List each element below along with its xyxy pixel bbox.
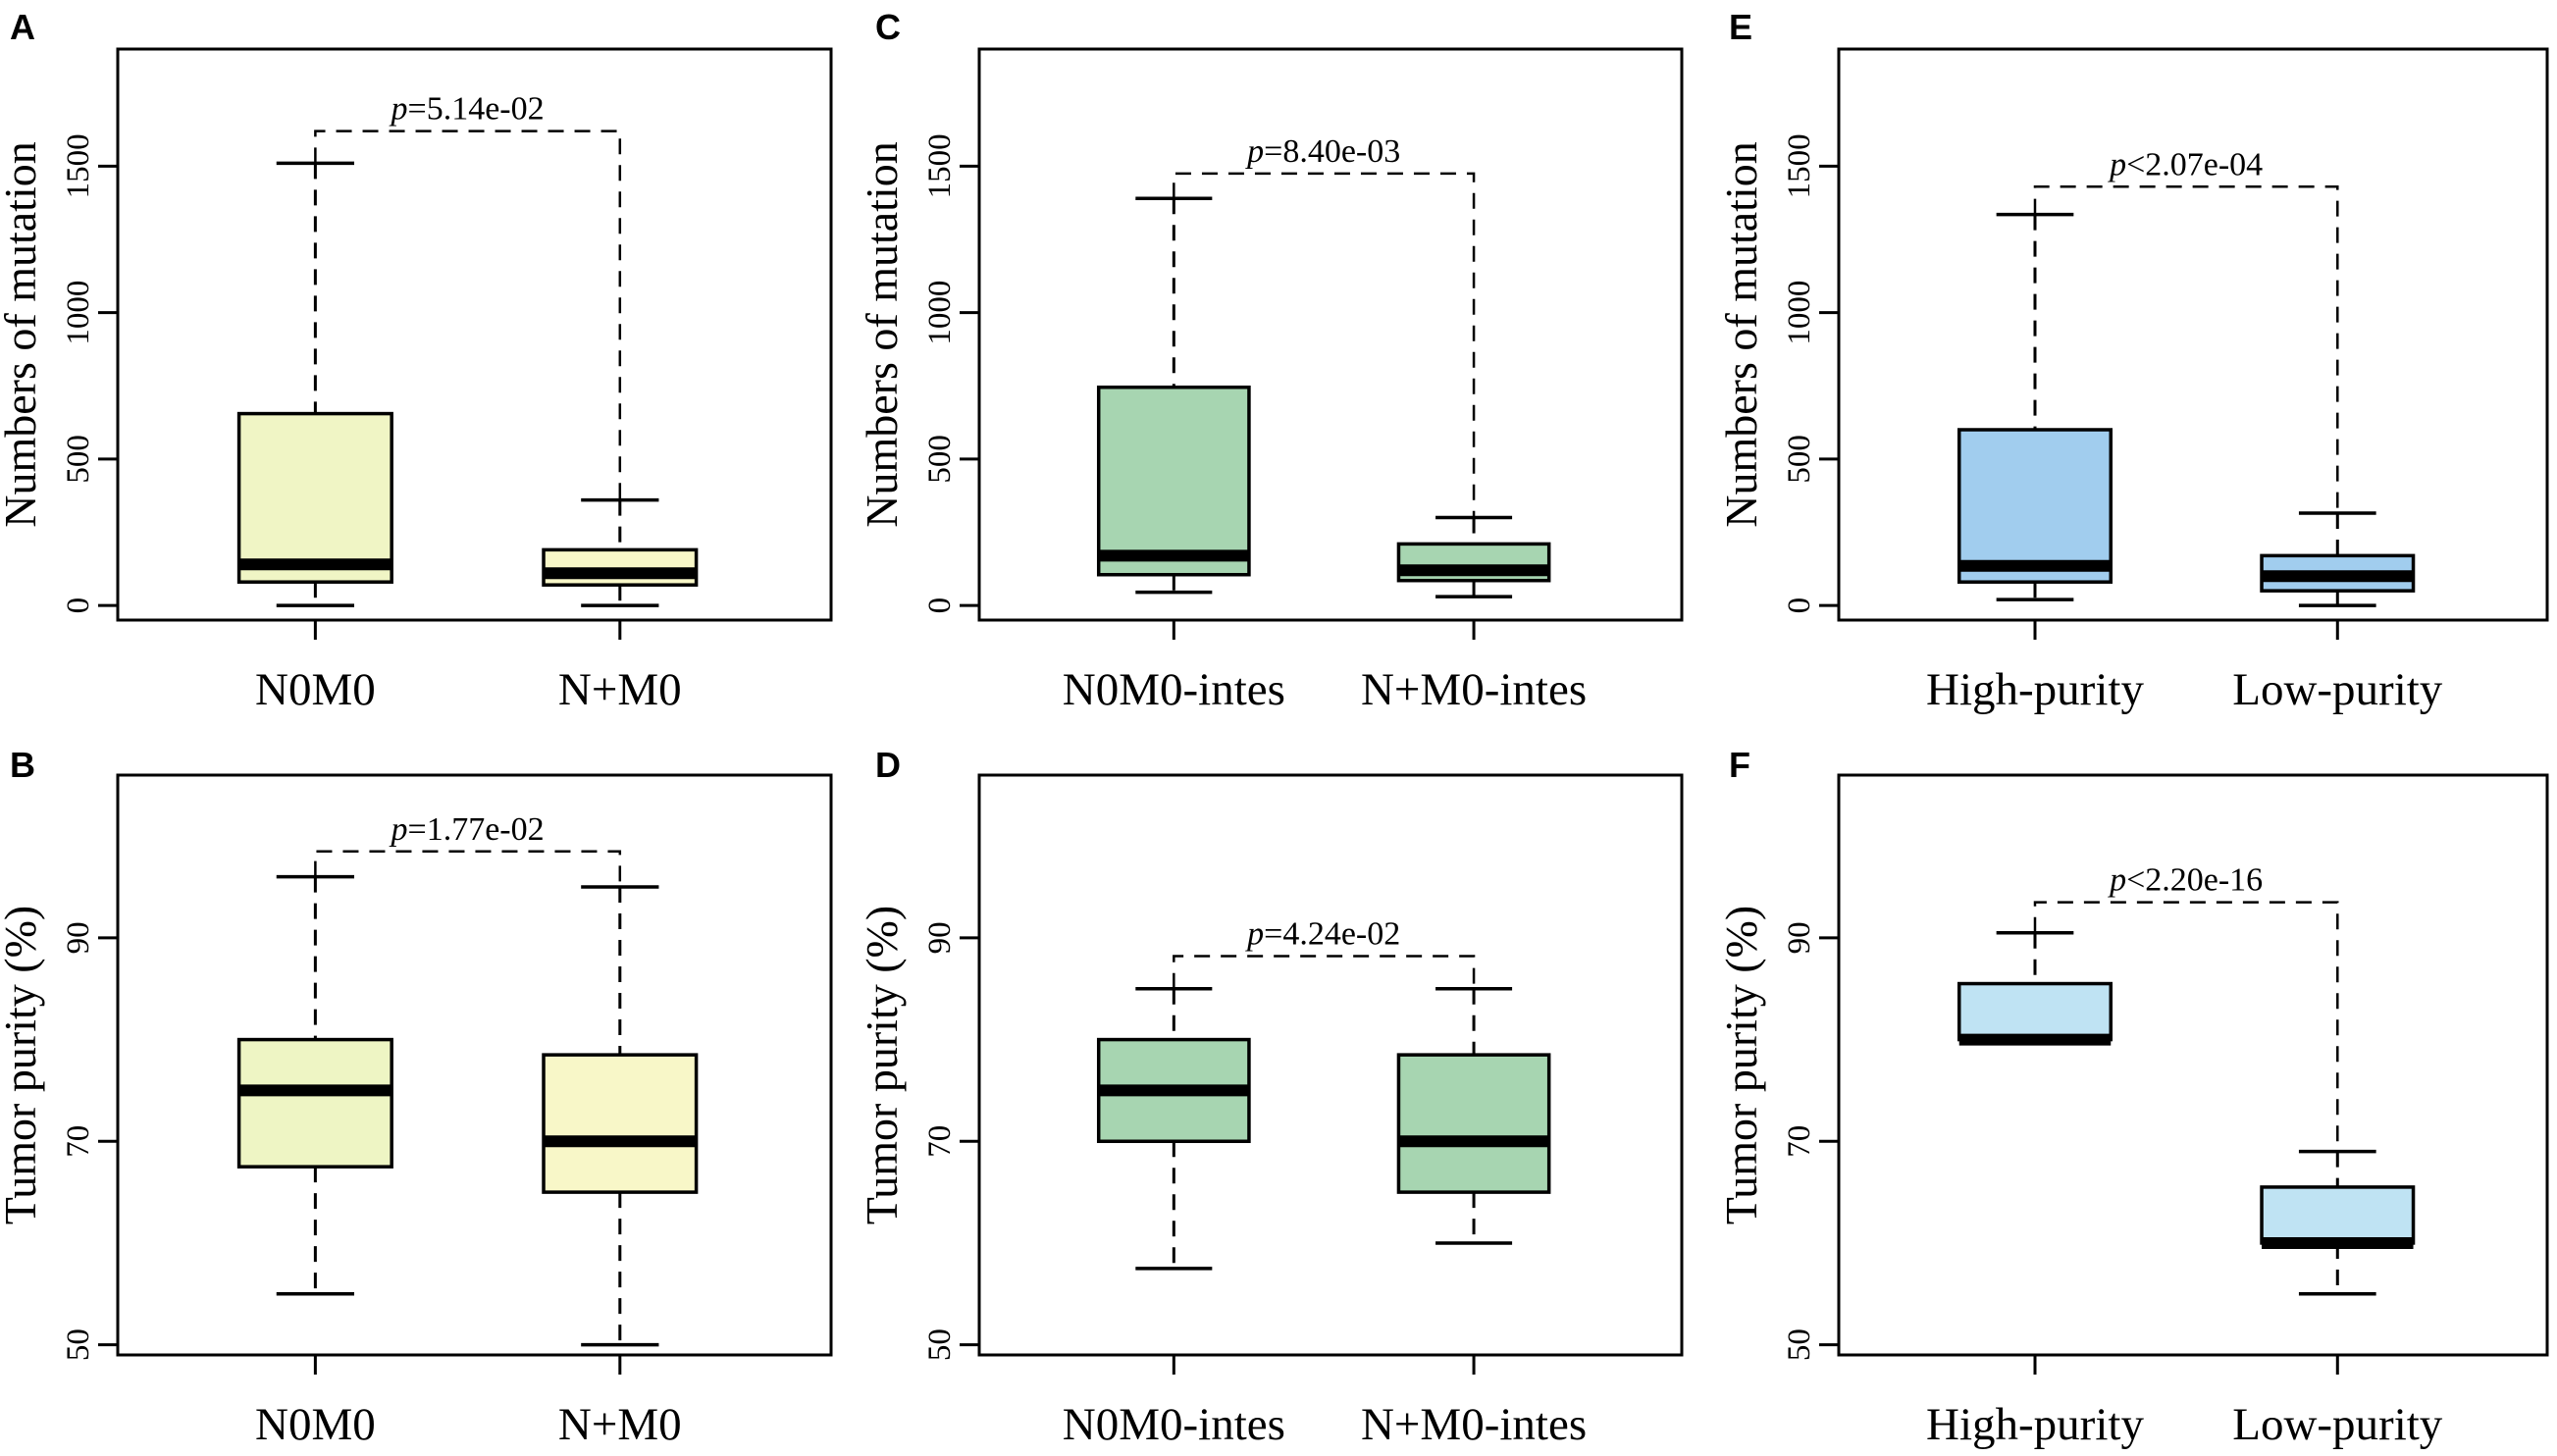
panel-letter: A — [10, 7, 35, 47]
x-category-label: N+M0-intes — [1361, 1399, 1587, 1450]
panel-letter: F — [1729, 745, 1750, 785]
plot-frame — [116, 773, 833, 1357]
box-n-m0 — [542, 885, 699, 1347]
y-axis-title: Tumor purity (%) — [857, 906, 907, 1224]
significance-bracket — [2033, 185, 2339, 514]
y-tick-label: 500 — [61, 435, 96, 484]
x-category-label: N+M0 — [558, 1399, 682, 1450]
y-tick-label: 50 — [61, 1328, 96, 1361]
x-category-label: Low-purity — [2232, 664, 2443, 715]
box-n-m0-intes — [1396, 515, 1551, 598]
iqr-box — [236, 411, 393, 584]
significance-bracket — [314, 850, 622, 888]
y-tick-label: 70 — [922, 1125, 958, 1158]
y-tick-label: 90 — [922, 921, 958, 954]
y-tick-label: 1000 — [1782, 281, 1817, 345]
plot-frame — [977, 773, 1684, 1357]
box-low-purity — [2260, 511, 2416, 607]
x-category-label: High-purity — [1926, 664, 2144, 715]
y-axis-title: Tumor purity (%) — [1716, 906, 1766, 1224]
y-axis-title: Tumor purity (%) — [0, 906, 45, 1224]
y-tick-label: 90 — [1782, 921, 1817, 954]
y-tick-label: 0 — [922, 598, 958, 614]
iqr-box — [1957, 428, 2113, 584]
box-n-m0-intes — [1396, 986, 1551, 1245]
iqr-box — [1096, 385, 1251, 577]
p-value-label: p=1.77e-02 — [390, 811, 545, 848]
y-tick-label: 0 — [61, 598, 96, 614]
p-value-label: p<2.07e-04 — [2108, 146, 2263, 182]
p-value-label: p=8.40e-03 — [1245, 133, 1400, 170]
iqr-box — [2260, 1185, 2416, 1245]
y-tick-label: 1500 — [922, 133, 958, 198]
y-tick-label: 500 — [922, 435, 958, 484]
plot-frame — [116, 47, 833, 622]
plot-frame — [1837, 773, 2549, 1357]
y-tick-label: 1500 — [1782, 133, 1817, 198]
y-tick-label: 0 — [1782, 598, 1817, 614]
chart-panel-a: A 0 500 1000 1500 Numbers of mutation N0M0 N+M0… — [0, 7, 833, 715]
box-n0m0-intes — [1096, 986, 1251, 1271]
y-axis-title: Numbers of mutation — [0, 141, 45, 528]
y-tick-label: 1000 — [61, 281, 96, 345]
y-tick-label: 90 — [61, 921, 96, 954]
chart-panel-c: C 0 500 1000 1500 Numbers of mutation N0M0-int… — [857, 7, 1684, 715]
box-high-purity — [1957, 930, 2113, 1046]
y-tick-label: 50 — [1782, 1328, 1817, 1361]
x-category-label: N+M0-intes — [1361, 664, 1587, 715]
significance-bracket — [2033, 901, 2339, 1152]
x-category-label: N0M0-intes — [1063, 1399, 1285, 1450]
box-low-purity — [2260, 1149, 2416, 1296]
iqr-box — [542, 1053, 699, 1194]
box-n0m0-intes — [1096, 196, 1251, 595]
significance-bracket — [1173, 172, 1476, 518]
box-n0m0 — [236, 161, 393, 607]
iqr-box — [236, 1037, 393, 1169]
panel-letter: C — [875, 7, 901, 47]
y-tick-label: 1000 — [922, 281, 958, 345]
chart-panel-b: B 50 70 90 Tumor purity (%) N0M0 N+M0 p=1.77e-0… — [0, 745, 833, 1450]
p-value-label: p=5.14e-02 — [390, 91, 545, 128]
y-axis-title: Numbers of mutation — [1716, 141, 1766, 528]
box-n-m0 — [542, 497, 699, 607]
x-category-label: N0M0 — [255, 1399, 376, 1450]
x-category-label: Low-purity — [2232, 1399, 2443, 1450]
box-high-purity — [1957, 212, 2113, 601]
y-tick-label: 1500 — [61, 133, 96, 198]
significance-bracket — [1173, 955, 1476, 989]
iqr-box — [1957, 981, 2113, 1042]
iqr-box — [1396, 1053, 1551, 1194]
box-n0m0 — [236, 874, 393, 1296]
x-category-label: N+M0 — [558, 664, 682, 715]
y-tick-label: 50 — [922, 1328, 958, 1361]
y-tick-label: 500 — [1782, 435, 1817, 484]
p-value-label: p<2.20e-16 — [2108, 862, 2263, 899]
y-axis-title: Numbers of mutation — [857, 141, 907, 528]
chart-panel-d: D 50 70 90 Tumor purity (%) N0M0-intes N+M0-in… — [857, 745, 1684, 1450]
plot-frame — [977, 47, 1684, 622]
chart-panel-e: E 0 500 1000 1500 Numbers of mutation High-pur… — [1716, 7, 2549, 715]
panel-letter: E — [1729, 7, 1752, 47]
y-tick-label: 70 — [1782, 1125, 1817, 1158]
panel-letter: B — [10, 745, 35, 785]
plot-frame — [1837, 47, 2549, 622]
y-tick-label: 70 — [61, 1125, 96, 1158]
x-category-label: N0M0-intes — [1063, 664, 1285, 715]
x-category-label: N0M0 — [255, 664, 376, 715]
x-category-label: High-purity — [1926, 1399, 2144, 1450]
chart-panel-f: F 50 70 90 Tumor purity (%) High-purity Low-pu… — [1716, 745, 2549, 1450]
p-value-label: p=4.24e-02 — [1245, 916, 1400, 953]
panel-letter: D — [875, 745, 901, 785]
